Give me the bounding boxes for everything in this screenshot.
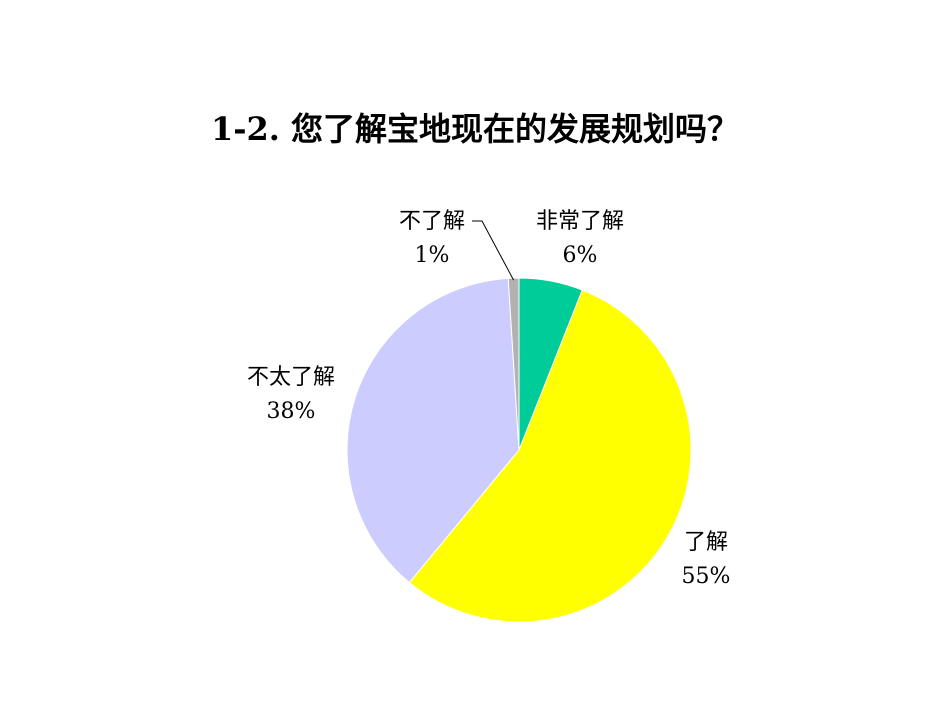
chart-title: 1-2. 您了解宝地现在的发展规划吗？: [210, 110, 740, 148]
pie-slice-4: [507, 277, 520, 451]
slice-value-label-2: 55%: [682, 564, 731, 589]
slice-value-label-1: 6%: [563, 243, 598, 268]
slice-label-3: 不太了解: [247, 365, 335, 390]
slice-label-2: 了解: [684, 530, 728, 555]
pie-slice-3: [346, 277, 520, 584]
slice-value-label-3: 38%: [267, 399, 316, 424]
pie-slice-2: [408, 289, 692, 623]
slice-label-4: 不了解: [399, 209, 465, 234]
leader-lines: [472, 220, 515, 281]
slice-labels: 非常了解 6% 了解 55% 不太了解 38% 不了解 1%: [247, 209, 730, 589]
slice-value-label-4: 1%: [415, 243, 450, 268]
slice-label-1: 非常了解: [536, 209, 624, 234]
pie-slices: [346, 277, 692, 623]
leader-line-4: [472, 220, 515, 281]
